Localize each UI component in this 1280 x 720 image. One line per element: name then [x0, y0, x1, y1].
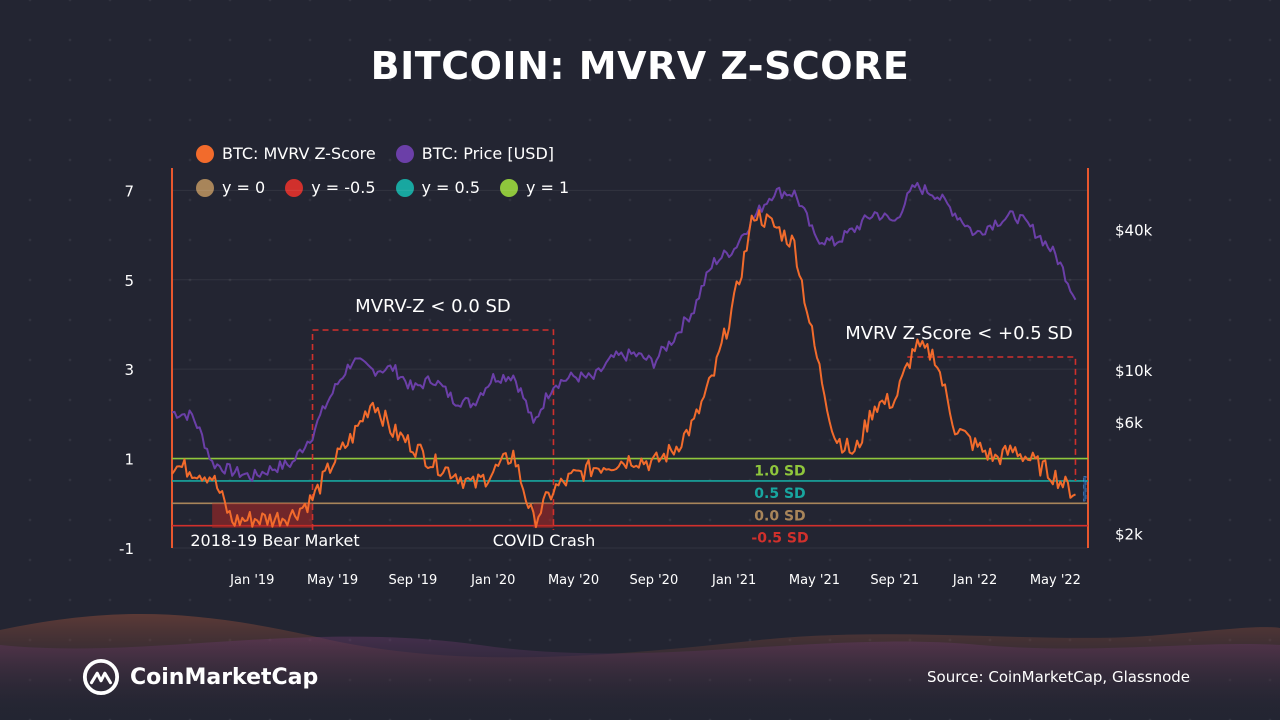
coinmarketcap-logo-icon [82, 658, 120, 696]
y-right-tick-label: $2k [1115, 525, 1143, 543]
legend-item-price: BTC: Price [USD] [395, 144, 554, 163]
legend-item-y05: y = 0.5 [395, 178, 481, 197]
brand-name: CoinMarketCap [130, 664, 319, 690]
legend-row-series: BTC: MVRV Z-Score BTC: Price [USD] [196, 144, 554, 163]
x-tick-label: Jan '19 [229, 573, 274, 588]
legend-item-yneg05: y = -0.5 [285, 178, 376, 197]
y-left-tick-label: 7 [124, 182, 134, 200]
x-tick-label: Sep '20 [629, 573, 678, 588]
reference-line-label: 0.5 SD [754, 486, 805, 502]
series-line-price [171, 181, 1077, 482]
legend-swatch-mvrv [196, 144, 214, 163]
x-tick-label: May '19 [307, 573, 358, 588]
current-zone-fill [1082, 475, 1087, 502]
source-credit: Source: CoinMarketCap, Glassnode [927, 668, 1190, 686]
x-tick-label: Sep '21 [870, 573, 919, 588]
y-right-tick-label: $10k [1115, 362, 1153, 380]
reference-line-label: -0.5 SD [751, 531, 808, 547]
x-tick-label: May '20 [548, 573, 599, 588]
legend-item-y0: y = 0 [196, 178, 265, 197]
legend-label-y1: y = 1 [526, 178, 570, 197]
legend-swatch-price [395, 144, 414, 163]
brand: CoinMarketCap [82, 658, 318, 696]
y-right-tick-label: $40k [1115, 221, 1153, 239]
x-tick-label: May '21 [789, 573, 840, 588]
legend-item-y1: y = 1 [500, 178, 569, 197]
legend-label-y05: y = 0.5 [421, 178, 481, 197]
y-left-tick-label: 3 [124, 361, 134, 379]
y-left-tick-label: 1 [124, 451, 134, 469]
annotation-label-covid: COVID Crash [493, 531, 596, 550]
annotation-label-zscore: MVRV Z-Score < +0.5 SD [845, 323, 1073, 344]
annotation-box-mvrv-z [311, 329, 555, 530]
legend-item-mvrv: BTC: MVRV Z-Score [196, 144, 376, 163]
legend-swatch-yneg05 [285, 178, 304, 197]
y-left-tick-label: 5 [124, 272, 134, 290]
legend-swatch-y05 [395, 178, 414, 197]
y-left-tick-label: -1 [119, 540, 134, 558]
x-tick-label: May '22 [1030, 573, 1081, 588]
legend-label-price: BTC: Price [USD] [421, 144, 554, 163]
x-tick-label: Jan '20 [470, 573, 515, 588]
bear-zone-fill [533, 503, 554, 528]
page-title: BITCOIN: MVRV Z-SCORE [370, 44, 910, 88]
x-tick-label: Sep '19 [389, 573, 438, 588]
y-right-tick-label: $6k [1115, 414, 1143, 432]
series-line-mvrv-zscore [171, 209, 1076, 529]
reference-line-label: 0.0 SD [754, 508, 805, 524]
legend-row-levels: y = 0 y = -0.5 y = 0.5 y = 1 [196, 178, 569, 197]
reference-line-label: 1.0 SD [754, 464, 805, 480]
annotation-box-zscore [907, 356, 1077, 481]
x-tick-label: Jan '21 [711, 573, 756, 588]
footer-wave-decoration [0, 613, 1280, 720]
legend-label-mvrv: BTC: MVRV Z-Score [222, 144, 376, 163]
legend-swatch-y1 [500, 178, 518, 197]
x-tick-label: Jan '22 [952, 573, 997, 588]
legend-label-y0: y = 0 [222, 178, 266, 197]
annotation-label-mvrv-z: MVRV-Z < 0.0 SD [355, 296, 511, 317]
annotation-label-bear-market: 2018-19 Bear Market [190, 531, 359, 550]
legend-label-yneg05: y = -0.5 [311, 178, 376, 197]
legend-swatch-y0 [196, 178, 214, 197]
